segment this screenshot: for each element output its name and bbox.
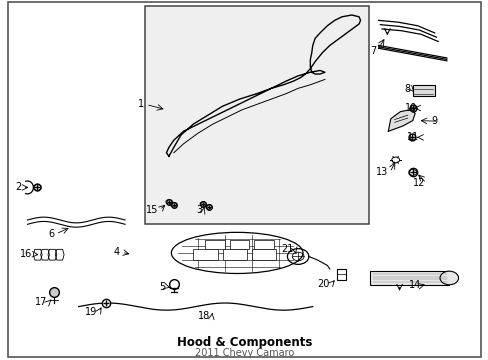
Text: 2011 Chevy Camaro: 2011 Chevy Camaro (195, 348, 293, 358)
Text: 14: 14 (408, 280, 420, 290)
Bar (336, 269, 345, 280)
Text: 20: 20 (317, 279, 329, 289)
Text: 10: 10 (405, 103, 417, 113)
Text: 18: 18 (198, 311, 210, 321)
Circle shape (439, 271, 458, 285)
Text: 19: 19 (85, 307, 97, 317)
Text: Hood & Components: Hood & Components (177, 336, 311, 349)
Text: 12: 12 (412, 178, 424, 188)
Bar (193, 249, 217, 260)
Bar (412, 85, 434, 95)
Text: 15: 15 (145, 205, 158, 215)
Bar (205, 240, 224, 249)
Bar (222, 249, 246, 260)
Text: 8: 8 (404, 85, 409, 94)
Text: 5: 5 (159, 282, 165, 292)
Text: 6: 6 (48, 229, 54, 239)
Text: 21: 21 (280, 244, 293, 255)
Bar (251, 249, 276, 260)
Text: 17: 17 (35, 297, 47, 307)
Bar (144, 6, 368, 224)
Text: 4: 4 (114, 247, 120, 257)
Text: 7: 7 (369, 46, 375, 56)
Text: 11: 11 (406, 132, 418, 142)
Text: 2: 2 (15, 183, 21, 193)
Text: 1: 1 (138, 99, 144, 109)
Ellipse shape (171, 232, 303, 274)
Bar (254, 240, 273, 249)
Text: 9: 9 (430, 116, 436, 126)
Text: 3: 3 (196, 205, 202, 215)
Text: 16: 16 (20, 249, 32, 259)
Text: 13: 13 (375, 167, 387, 177)
Bar (229, 240, 249, 249)
Polygon shape (387, 110, 414, 131)
Bar (369, 271, 448, 285)
